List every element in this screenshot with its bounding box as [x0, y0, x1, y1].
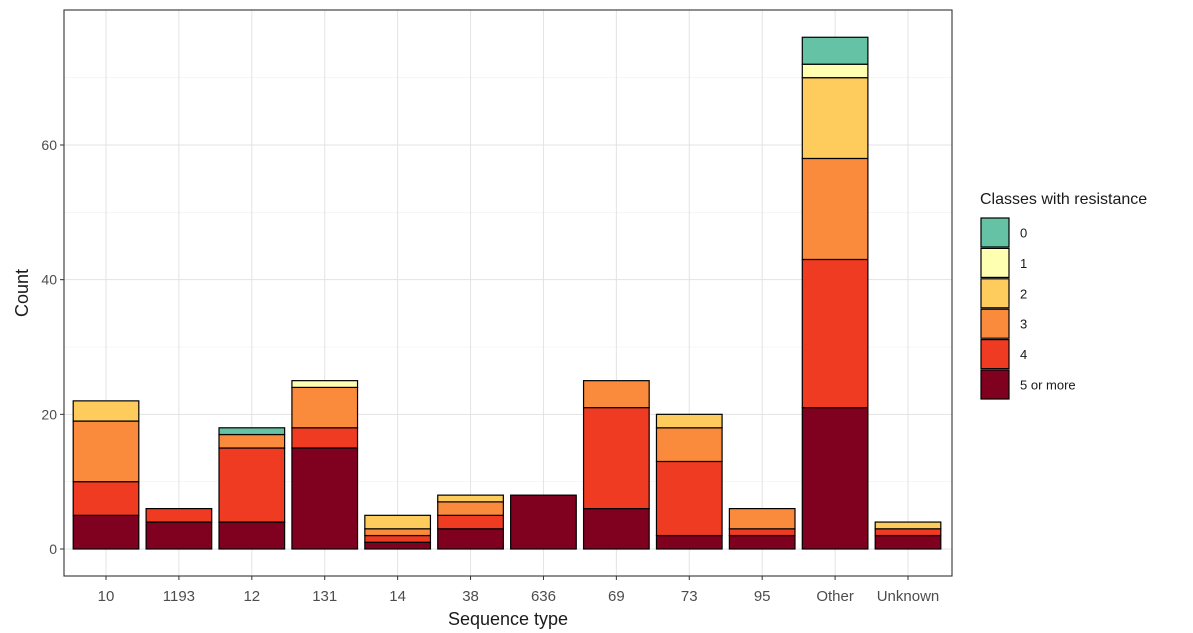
bar-segment [728, 508, 796, 530]
bar-segment [291, 386, 359, 429]
bar-segment [801, 407, 869, 550]
bar-segment [291, 447, 359, 550]
x-tick-label: 636 [531, 588, 556, 605]
bar-segment [655, 413, 723, 429]
bar-segment [437, 501, 504, 516]
y-tick-label: 0 [49, 541, 57, 557]
bar-segment [72, 481, 140, 516]
x-tick-label: 14 [389, 588, 406, 605]
x-tick-label: Unknown [877, 588, 940, 605]
bar-segment [218, 427, 286, 436]
x-tick-label: 12 [243, 588, 260, 605]
bar-segment [582, 407, 650, 510]
y-tick-label: 40 [41, 272, 57, 288]
bar-segment [218, 433, 286, 449]
legend: Classes with resistance 0 1 2 3 4 5 or more [980, 191, 1147, 400]
bar-segment [364, 534, 432, 543]
bar-segment [437, 528, 504, 550]
legend-key [980, 278, 1010, 309]
bar-segment [72, 400, 140, 422]
legend-key [980, 339, 1010, 370]
bar-segment [655, 534, 723, 550]
bar-segment [801, 258, 869, 409]
bar-segment [437, 494, 504, 503]
bar-segment [145, 508, 213, 523]
bar-segment [218, 521, 286, 550]
bar-segment [437, 514, 504, 530]
x-tick-label: 1193 [163, 588, 195, 605]
bar-segment [72, 420, 140, 483]
bar-segment [291, 427, 359, 449]
legend-label: 0 [1020, 226, 1027, 241]
bar-segment [655, 427, 723, 463]
bar-segment [874, 528, 942, 537]
bar-segment [874, 534, 942, 550]
bar-segment [364, 541, 432, 550]
bar-segment [655, 460, 723, 537]
legend-key [980, 369, 1010, 400]
bar-segment [218, 447, 286, 523]
x-axis-title: Sequence type [448, 609, 568, 629]
bar-segment [582, 508, 650, 550]
bar-segment [801, 36, 869, 65]
bar-segment [145, 521, 213, 550]
x-tick-label: 69 [608, 588, 625, 605]
bar-segment [364, 528, 432, 537]
legend-label: 3 [1020, 317, 1027, 332]
bar-segment [364, 514, 432, 530]
bar-segment [801, 77, 869, 160]
legend-label: 4 [1020, 347, 1027, 362]
legend-title: Classes with resistance [980, 191, 1147, 208]
legend-key [980, 217, 1010, 248]
bar-segment [72, 514, 140, 550]
legend-label: 2 [1020, 286, 1027, 301]
legend-label: 1 [1020, 256, 1027, 271]
bar-segment [510, 494, 577, 550]
bars [72, 36, 942, 550]
x-tick-label: 38 [462, 588, 479, 605]
bar-segment [728, 528, 796, 537]
y-tick-label: 60 [41, 137, 57, 153]
bar-segment [728, 534, 796, 550]
bar-segment [582, 380, 650, 409]
axes: 0 20 40 60 10 1193 12 131 14 38 636 69 73 95 Other Unkn… [41, 137, 939, 605]
legend-label: 5 or more [1020, 378, 1076, 393]
bar-segment [801, 63, 869, 79]
legend-key [980, 247, 1010, 278]
y-tick-label: 20 [41, 406, 57, 422]
bar-segment [874, 521, 942, 530]
x-tick-label: Other [816, 588, 854, 605]
plot-border [63, 9, 953, 577]
bar-segment [291, 380, 359, 388]
x-tick-label: 131 [312, 588, 337, 605]
x-tick-label: 10 [98, 588, 115, 605]
y-axis-title: Count [12, 269, 32, 317]
x-tick-label: 95 [754, 588, 771, 605]
x-tick-label: 73 [681, 588, 698, 605]
legend-key [980, 308, 1010, 339]
bar-segment [801, 157, 869, 261]
